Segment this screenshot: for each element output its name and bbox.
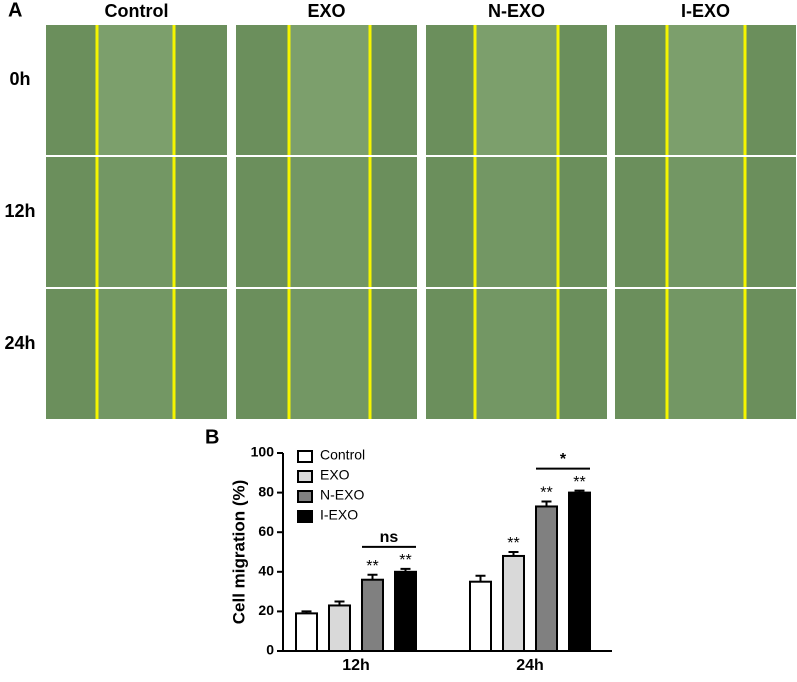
wound-gap	[289, 289, 370, 419]
y-tick-label: 40	[258, 563, 274, 579]
error-bar	[475, 574, 486, 582]
wound-gap	[97, 25, 174, 155]
comparison-label: *	[560, 451, 567, 468]
panel-label: A	[8, 0, 22, 21]
significance-label: **	[540, 485, 552, 502]
bar	[568, 491, 591, 652]
significance-label: **	[573, 474, 585, 491]
legend-label: N-EXO	[320, 487, 364, 503]
error-bar	[367, 573, 378, 580]
wound-gap	[667, 289, 745, 419]
legend-label: I-EXO	[320, 507, 358, 523]
wound-gap	[289, 25, 370, 155]
bar	[502, 554, 525, 653]
error-bar	[301, 610, 312, 614]
wound-gap	[475, 157, 558, 287]
legend-swatch	[297, 510, 313, 523]
legend-label: EXO	[320, 467, 350, 483]
column-label: Control	[105, 1, 169, 21]
panel-label: B	[205, 426, 219, 448]
y-tick-label: 20	[258, 602, 274, 618]
wound-gap	[667, 25, 745, 155]
error-bar	[508, 551, 519, 556]
legend-label: Control	[320, 447, 365, 463]
error-bar	[574, 489, 585, 493]
comparison-label: ns	[380, 529, 399, 546]
y-axis-label: Cell migration (%)	[229, 480, 248, 625]
y-tick-label: 60	[258, 523, 274, 539]
y-tick-label: 100	[251, 444, 275, 460]
legend-swatch	[297, 470, 313, 483]
column-label: I-EXO	[681, 1, 730, 21]
significance-label: **	[507, 535, 519, 552]
bar	[535, 505, 558, 652]
wound-gap	[97, 157, 174, 287]
y-tick-label: 80	[258, 483, 274, 499]
y-tick-label: 0	[266, 642, 274, 658]
column-label: N-EXO	[488, 1, 545, 21]
bar	[328, 604, 351, 653]
row-label: 12h	[4, 201, 35, 221]
wound-gap	[475, 25, 558, 155]
legend-swatch	[297, 450, 313, 463]
legend-swatch	[297, 490, 313, 503]
column-label: EXO	[307, 1, 345, 21]
row-label: 24h	[4, 333, 35, 353]
bar	[469, 580, 492, 653]
x-tick-label: 24h	[516, 657, 544, 674]
significance-label: **	[366, 558, 378, 575]
error-bar	[400, 567, 411, 572]
bar	[394, 570, 417, 652]
row-label: 0h	[9, 69, 30, 89]
error-bar	[541, 500, 552, 507]
wound-gap	[667, 157, 745, 287]
bar	[295, 612, 318, 653]
x-tick-label: 12h	[342, 657, 370, 674]
significance-label: **	[399, 552, 411, 569]
wound-gap	[475, 289, 558, 419]
bar	[361, 578, 384, 652]
error-bar	[334, 600, 345, 606]
wound-gap	[289, 157, 370, 287]
wound-gap	[97, 289, 174, 419]
